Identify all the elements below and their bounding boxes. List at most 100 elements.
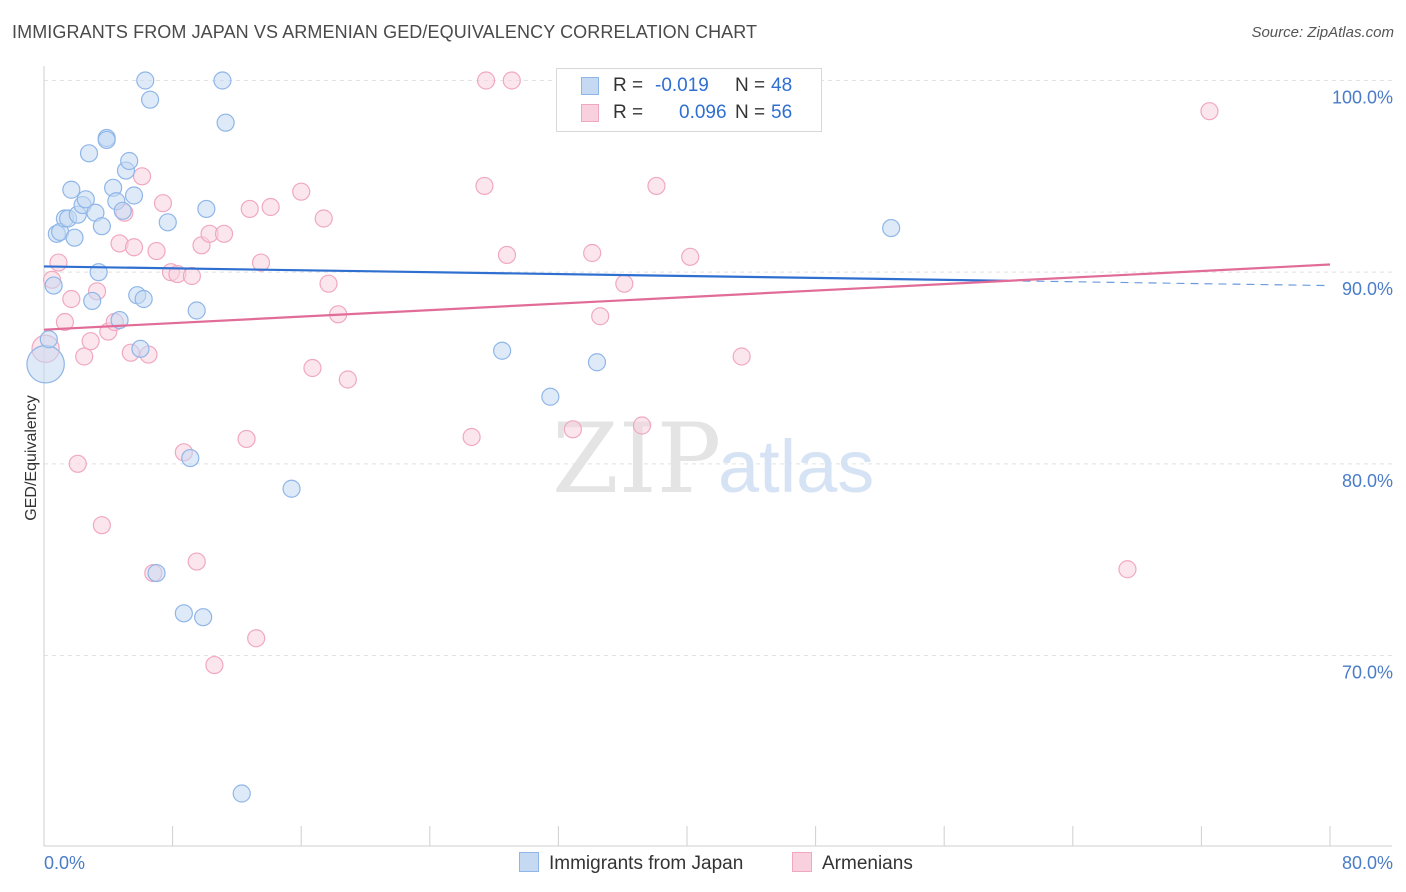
japan-trend-line (43, 265, 1009, 282)
japan-point (493, 341, 512, 360)
armenians-point (1200, 102, 1219, 121)
japan-point (124, 186, 144, 205)
armenians-point (462, 427, 481, 447)
chart-title: IMMIGRANTS FROM JAPAN VS ARMENIAN GED/EQ… (12, 22, 758, 42)
x-tick-labels: 0.0% 80.0% (44, 853, 1393, 873)
armenians-point (240, 199, 259, 219)
japan-point (158, 213, 177, 232)
x-tick-label: 80.0% (1342, 853, 1393, 873)
japan-point (140, 90, 160, 109)
japan-point (187, 301, 206, 320)
legend-r-label: R = (613, 102, 644, 123)
japan-point (39, 330, 58, 349)
y-tick-label: 80.0% (1342, 471, 1393, 491)
japan-point (541, 387, 560, 406)
armenians-point (314, 209, 333, 228)
japan-point (113, 201, 132, 220)
armenians-point (583, 243, 602, 263)
armenians-point (261, 197, 280, 217)
y-tick-label: 100.0% (1332, 88, 1393, 108)
armenians-point (147, 241, 166, 261)
armenians-point (732, 347, 751, 366)
legend-r-label: R = (613, 75, 644, 96)
grid-lines (44, 80, 1392, 656)
armenians-point (153, 194, 173, 213)
armenians-point (182, 266, 201, 286)
japan-point (587, 353, 607, 372)
chart-source: Source: ZipAtlas.com (1251, 24, 1394, 41)
legend-swatch-japan (581, 77, 599, 95)
armenians-point (615, 274, 634, 293)
armenians-point (475, 176, 494, 196)
bottom-legend-japan: Immigrants from Japan (519, 852, 743, 875)
japan-point (147, 563, 166, 583)
bottom-legend-label-armenians: Armenians (822, 853, 913, 874)
legend-n-value: 48 (771, 75, 793, 96)
trend-lines (43, 263, 1331, 331)
armenians-point (319, 274, 338, 293)
legend-n-value: 56 (771, 102, 793, 123)
japan-point (97, 130, 116, 150)
legend-swatch-armenians (581, 104, 599, 122)
armenians-point (68, 454, 87, 473)
series-armenians-points (31, 71, 1219, 675)
japan-point (136, 71, 155, 90)
armenians-point (292, 182, 311, 201)
japan-point (216, 113, 235, 132)
legend-n-label: N = (735, 75, 766, 96)
legend-r-value: 0.096 (679, 102, 727, 123)
bottom-legend-armenians: Armenians (792, 852, 913, 875)
armenians-point (187, 552, 206, 571)
bottom-legend-swatch-japan (519, 852, 539, 872)
y-tick-label: 70.0% (1342, 663, 1393, 683)
y-tick-labels: 100.0% 90.0% 80.0% 70.0% (1332, 88, 1393, 683)
bottom-legend-label-japan: Immigrants from Japan (549, 853, 744, 874)
japan-point (213, 71, 232, 90)
armenians-point (647, 176, 666, 196)
japan-point (76, 190, 95, 209)
watermark-atlas: atlas (718, 425, 874, 508)
armenians-point (251, 253, 271, 272)
armenians-point (205, 655, 224, 675)
legend-r-value: -0.019 (655, 75, 709, 96)
armenians-point (338, 370, 357, 389)
armenians-point (303, 358, 322, 378)
armenians-trend-line (43, 263, 1331, 331)
japan-point (79, 144, 99, 163)
japan-point (134, 289, 153, 309)
japan-point (882, 218, 901, 238)
correlation-legend: R = -0.019 N = 48 R = 0.096 N = 56 (556, 68, 822, 132)
armenians-point (132, 167, 152, 186)
axes (43, 66, 1392, 847)
y-axis-label: GED/Equivalency (23, 395, 40, 520)
japan-point (181, 448, 200, 468)
legend-n-label: N = (735, 102, 766, 123)
armenians-point (81, 332, 100, 351)
armenians-point (214, 224, 234, 243)
japan-point (197, 199, 216, 219)
armenians-point (75, 347, 94, 366)
japan-point (65, 228, 84, 247)
japan-point (83, 291, 102, 311)
armenians-point (681, 247, 700, 266)
japan-point (232, 784, 251, 803)
armenians-point (497, 245, 517, 265)
japan-point (120, 151, 139, 171)
armenians-point (1118, 560, 1137, 579)
armenians-point (124, 238, 144, 257)
japan-point (174, 604, 193, 623)
armenians-point (237, 429, 256, 449)
x-tick-label: 0.0% (44, 853, 85, 873)
japan-point (282, 479, 301, 498)
japan-point (44, 276, 63, 295)
armenians-point (62, 289, 81, 309)
armenians-point (632, 416, 652, 435)
armenians-point (476, 71, 496, 90)
y-tick-label: 90.0% (1342, 279, 1393, 299)
armenians-point (55, 312, 74, 332)
armenians-point (247, 629, 266, 648)
japan-point (194, 608, 213, 627)
armenians-point (92, 516, 111, 535)
armenians-point (502, 71, 521, 90)
